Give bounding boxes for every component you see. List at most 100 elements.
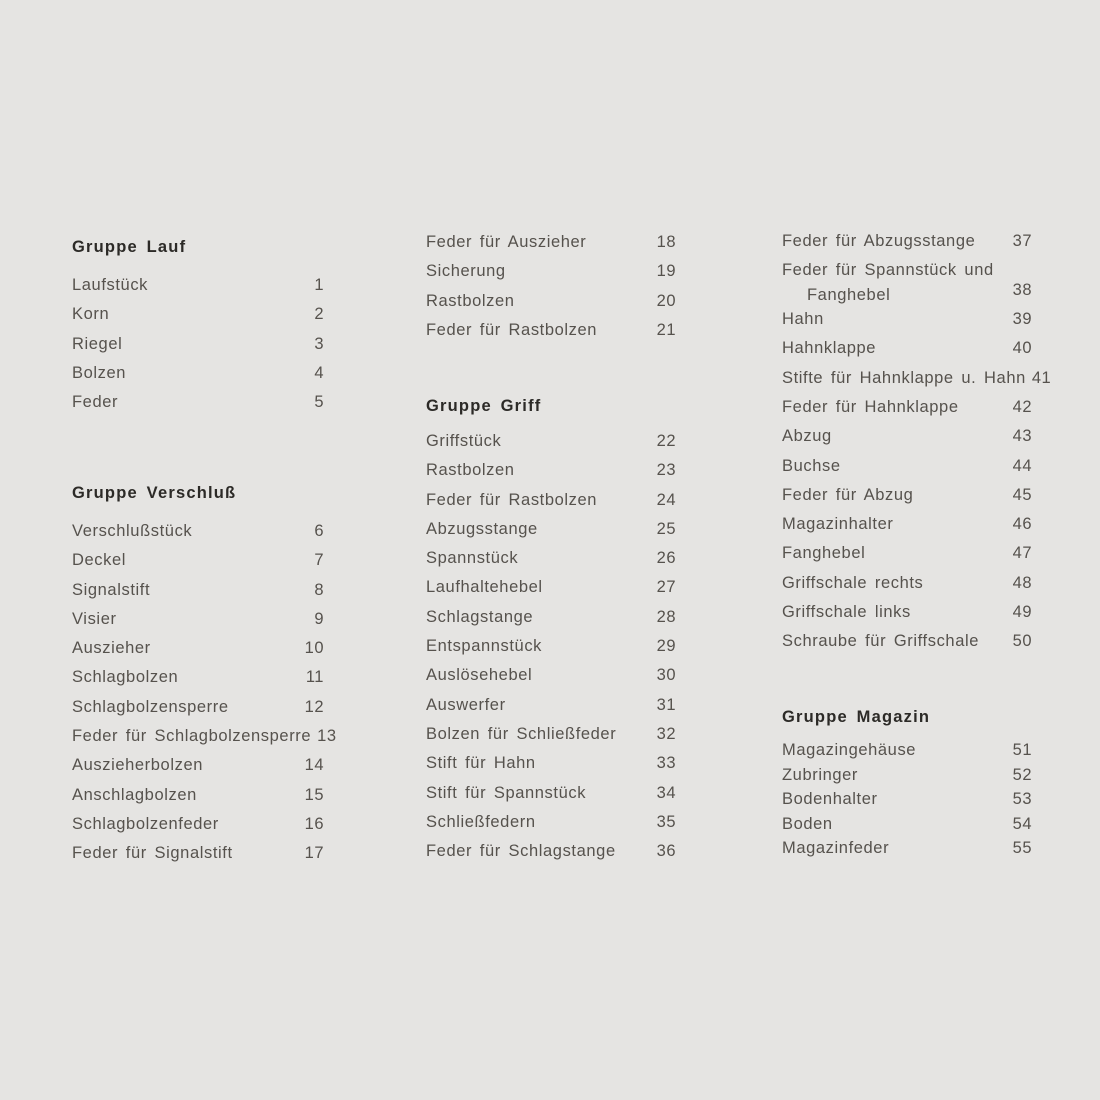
group-items-griff: Griffstück 22 Rastbolzen 23 Feder für Rastbo… <box>426 427 676 866</box>
part-row: Sicherung 19 <box>426 257 676 286</box>
part-row: Rastbolzen 23 <box>426 456 676 485</box>
part-name: Rastbolzen <box>426 291 515 310</box>
part-name: Abzug <box>782 427 832 446</box>
part-number: 55 <box>1012 839 1032 858</box>
part-name: Boden <box>782 814 833 833</box>
part-name: Auslösehebel <box>426 666 533 685</box>
part-name: Feder für Abzugsstange <box>782 232 976 250</box>
part-number: 50 <box>1012 632 1032 651</box>
part-row: Stifte für Hahnklappe u. Hahn 41 <box>782 364 1051 393</box>
part-name: Deckel <box>72 551 127 570</box>
part-row: Rastbolzen 20 <box>426 287 676 316</box>
part-row: Feder für Schlagbolzensperre 13 <box>72 722 336 751</box>
part-name: Hahn <box>782 310 824 329</box>
part-number: 53 <box>1012 790 1032 809</box>
part-row: Griffschale links 49 <box>782 598 1032 627</box>
part-name: Feder für Signalstift <box>72 844 233 863</box>
part-number: 16 <box>304 814 324 833</box>
part-name: Stift für Hahn <box>426 754 536 773</box>
part-name: Schlagstange <box>426 607 534 626</box>
part-row: Stift für Spannstück 34 <box>426 779 676 808</box>
part-name: Auswerfer <box>426 695 506 714</box>
part-name: Stifte für Hahnklappe u. Hahn <box>782 368 1026 387</box>
part-name: Verschlußstück <box>72 522 193 540</box>
part-name: Zubringer <box>782 765 859 784</box>
part-row: Schlagbolzen 11 <box>72 663 324 692</box>
part-row: Feder für Rastbolzen 21 <box>426 316 676 345</box>
part-name: Buchse <box>782 456 841 475</box>
part-row: Feder für Auszieher 18 <box>426 228 676 257</box>
part-name: Magazinhalter <box>782 515 894 534</box>
part-number: 35 <box>656 812 676 831</box>
part-number: 6 <box>314 522 324 540</box>
group-items-verschluss-continued: Feder für Auszieher 18 Sicherung 19 Rastbolz… <box>426 228 676 345</box>
part-row: Schließfedern 35 <box>426 808 676 837</box>
part-row: Laufstück 1 <box>72 271 324 300</box>
group-header-lauf: Gruppe Lauf <box>72 238 187 256</box>
part-number: 54 <box>1012 814 1032 833</box>
part-row: Laufhaltehebel 27 <box>426 573 676 602</box>
part-name: Feder für Hahnklappe <box>782 397 959 416</box>
part-row: Fanghebel 47 <box>782 539 1032 568</box>
part-number: 38 <box>1012 280 1032 299</box>
part-name: Magazingehäuse <box>782 741 917 759</box>
part-row: Schlagbolzensperre 12 <box>72 693 324 722</box>
part-name: Feder für Rastbolzen <box>426 490 598 509</box>
part-number: 40 <box>1012 339 1032 358</box>
part-row: Schraube für Griffschale 50 <box>782 627 1032 656</box>
part-name: Bolzen für Schließfeder <box>426 724 617 743</box>
part-name: Auszieherbolzen <box>72 756 203 775</box>
part-name: Stift für Spannstück <box>426 783 587 802</box>
part-number: 42 <box>1012 397 1032 416</box>
part-row: Feder für Schlagstange 36 <box>426 837 676 866</box>
part-name: Entspannstück <box>426 637 543 656</box>
part-row: Feder für Signalstift 17 <box>72 839 324 868</box>
part-number: 7 <box>314 551 324 570</box>
part-row: Auszieherbolzen 14 <box>72 751 324 780</box>
part-row: Feder für Rastbolzen 24 <box>426 486 676 515</box>
part-number: 28 <box>656 607 676 626</box>
part-row: Boden 54 <box>782 812 1032 837</box>
part-row: Feder für Abzug 45 <box>782 481 1032 510</box>
part-name: Schlagbolzensperre <box>72 697 229 716</box>
part-row: Bodenhalter 53 <box>782 787 1032 812</box>
part-name: Fanghebel <box>782 544 866 563</box>
part-row: Schlagstange 28 <box>426 603 676 632</box>
part-number: 5 <box>314 393 324 412</box>
part-name: Feder für Schlagbolzensperre <box>72 727 312 746</box>
part-name: Bodenhalter <box>782 790 878 809</box>
part-row: Auslösehebel 30 <box>426 661 676 690</box>
part-name: Schlagbolzen <box>72 668 179 687</box>
part-row: Abzug 43 <box>782 422 1032 451</box>
part-row: Griffschale rechts 48 <box>782 569 1032 598</box>
part-number: 30 <box>656 666 676 685</box>
part-number: 51 <box>1012 741 1032 759</box>
part-number: 20 <box>656 291 676 310</box>
part-number: 47 <box>1012 544 1032 563</box>
part-number: 39 <box>1012 310 1032 329</box>
part-name: Griffstück <box>426 432 502 450</box>
part-name: Sicherung <box>426 262 506 281</box>
part-name: Schlagbolzenfeder <box>72 814 219 833</box>
part-row: Feder für Spannstück und Fanghebel 38 <box>782 256 1032 305</box>
part-name: Signalstift <box>72 580 151 599</box>
part-name: Korn <box>72 305 110 324</box>
part-number: 8 <box>314 580 324 599</box>
part-number: 21 <box>656 320 676 339</box>
part-name: Visier <box>72 609 117 628</box>
part-name: Griffschale links <box>782 603 911 622</box>
part-row: Bolzen 4 <box>72 359 324 388</box>
part-name: Schließfedern <box>426 812 536 831</box>
part-number: 3 <box>314 334 324 353</box>
part-row: Magazinhalter 46 <box>782 510 1032 539</box>
part-number: 15 <box>304 785 324 804</box>
part-number: 23 <box>656 461 676 480</box>
part-number: 44 <box>1012 456 1032 475</box>
part-name: Spannstück <box>426 549 519 568</box>
part-number: 19 <box>656 262 676 281</box>
part-name: Laufstück <box>72 276 149 294</box>
part-row: Schlagbolzenfeder 16 <box>72 810 324 839</box>
part-name: Bolzen <box>72 363 127 382</box>
part-row: Auszieher 10 <box>72 634 324 663</box>
part-number: 24 <box>656 490 676 509</box>
